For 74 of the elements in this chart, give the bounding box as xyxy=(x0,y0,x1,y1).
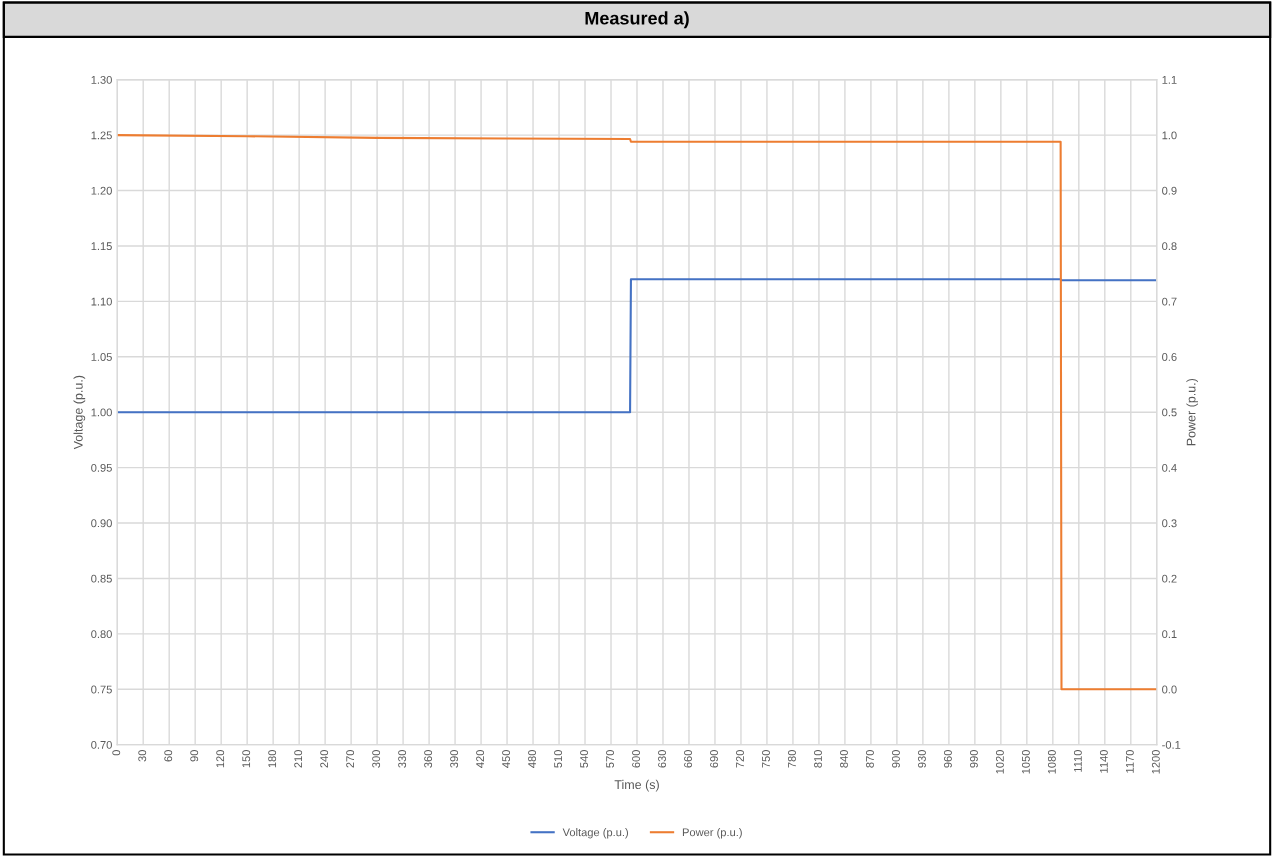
x-tick-label: 180 xyxy=(268,750,277,768)
y2-tick-label: 1.1 xyxy=(1162,76,1177,84)
x-axis-title: Time (s) xyxy=(614,779,659,792)
x-tick-label: 1110 xyxy=(1073,750,1082,772)
x-tick-label: 510 xyxy=(554,750,563,768)
y-tick-label: 1.20 xyxy=(91,186,112,195)
y-tick-label: 0.80 xyxy=(91,630,112,639)
x-tick-label: 570 xyxy=(606,750,614,768)
x-tick-label: 60 xyxy=(164,750,173,762)
y2-tick-label: 0.2 xyxy=(1162,574,1177,583)
y-tick-label: 1.30 xyxy=(91,75,112,84)
x-tick-label: 300 xyxy=(372,750,381,768)
chart-title: Measured a) xyxy=(585,11,689,29)
x-tick-label: 750 xyxy=(762,750,770,768)
y2-tick-label: 0.3 xyxy=(1162,519,1177,528)
x-tick-label: 210 xyxy=(294,750,303,768)
y2-tick-label: 0.7 xyxy=(1162,297,1177,306)
x-tick-label: 30 xyxy=(138,750,147,762)
x-tick-label: 780 xyxy=(788,750,796,768)
x-tick-label: 630 xyxy=(658,750,666,768)
x-tick-label: 600 xyxy=(632,750,640,768)
x-tick-label: 900 xyxy=(892,750,900,768)
x-tick-label: 1050 xyxy=(1021,750,1030,774)
y-tick-label: 1.00 xyxy=(91,408,112,417)
x-tick-label: 360 xyxy=(424,750,433,768)
x-tick-label: 150 xyxy=(242,750,251,768)
y2-tick-label: 0.9 xyxy=(1162,186,1177,195)
y-axis-title: Voltage (p.u.) xyxy=(73,375,86,450)
y-tick-label: 1.25 xyxy=(91,131,112,140)
y-tick-label: 0.70 xyxy=(91,741,112,749)
x-tick-label: 660 xyxy=(684,750,692,768)
y2-tick-label: 0.0 xyxy=(1162,685,1177,694)
x-tick-label: 330 xyxy=(398,750,407,768)
x-tick-label: 840 xyxy=(840,750,848,768)
y-tick-label: 0.95 xyxy=(91,463,112,472)
x-tick-label: 420 xyxy=(476,750,485,768)
y-tick-label: 1.10 xyxy=(91,297,112,306)
x-tick-label: 930 xyxy=(918,750,926,768)
line-series xyxy=(117,134,1157,691)
legend-label: Voltage (p.u.) xyxy=(562,828,628,839)
y2-tick-label: -0.1 xyxy=(1162,741,1181,749)
y2-tick-label: 1.0 xyxy=(1162,131,1177,140)
y-tick-label: 1.15 xyxy=(91,242,112,251)
y2-tick-label: 0.6 xyxy=(1162,353,1177,361)
x-tick-label: 1170 xyxy=(1125,750,1134,773)
x-tick-label: 810 xyxy=(814,750,822,768)
x-tick-label: 120 xyxy=(216,750,225,768)
y-tick-label: 0.75 xyxy=(91,685,112,694)
x-tick-label: 0 xyxy=(112,750,121,756)
x-tick-label: 720 xyxy=(736,750,744,768)
x-tick-label: 1080 xyxy=(1047,750,1056,774)
y2-tick-label: 0.8 xyxy=(1162,242,1177,251)
y-tick-label: 1.05 xyxy=(91,353,112,361)
x-tick-label: 240 xyxy=(320,750,329,768)
x-tick-label: 480 xyxy=(528,750,537,768)
x-tick-label: 450 xyxy=(502,750,511,768)
y2-tick-label: 0.5 xyxy=(1162,408,1177,417)
x-tick-label: 390 xyxy=(450,750,459,768)
x-tick-label: 270 xyxy=(346,750,355,768)
x-tick-label: 1020 xyxy=(995,750,1004,774)
x-tick-label: 870 xyxy=(866,750,874,768)
x-tick-label: 90 xyxy=(190,750,199,762)
y2-tick-label: 0.4 xyxy=(1162,463,1177,472)
y-tick-label: 0.85 xyxy=(91,574,112,583)
x-tick-label: 960 xyxy=(943,750,952,768)
x-tick-label: 1200 xyxy=(1151,750,1160,774)
x-tick-label: 540 xyxy=(580,750,588,768)
x-tick-label: 690 xyxy=(710,750,718,768)
y-tick-label: 0.90 xyxy=(91,519,112,528)
legend-label: Power (p.u.) xyxy=(682,828,742,839)
y2-tick-label: 0.1 xyxy=(1162,630,1177,639)
x-tick-label: 990 xyxy=(969,750,978,768)
x-tick-label: 1140 xyxy=(1099,750,1108,773)
y2-axis-title: Power (p.u.) xyxy=(1186,378,1199,446)
